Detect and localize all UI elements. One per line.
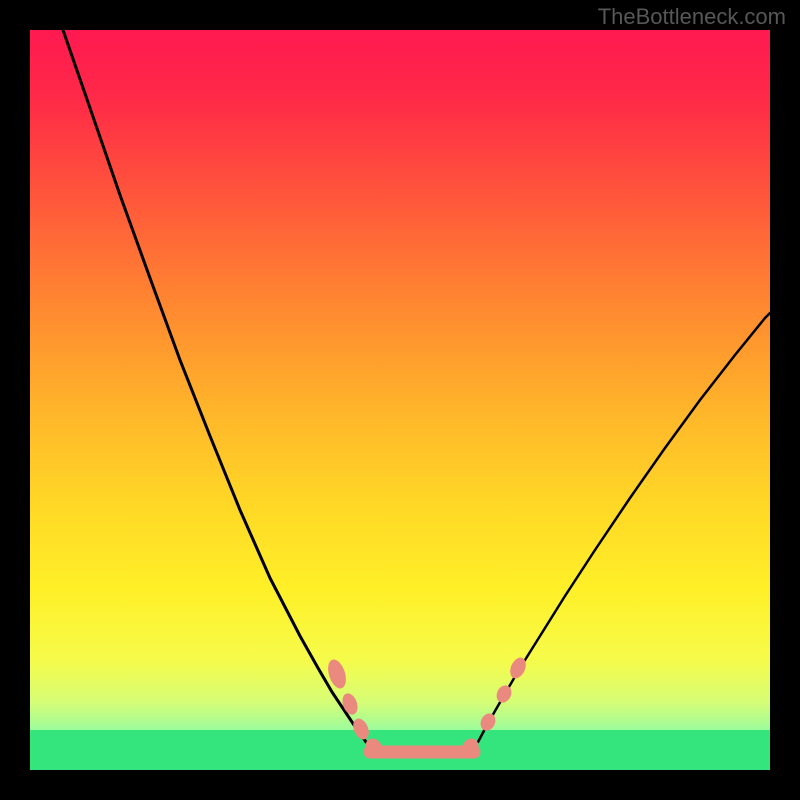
bottleneck-curve-chart	[0, 0, 800, 800]
gradient-background	[30, 30, 770, 730]
chart-root: TheBottleneck.com	[0, 0, 800, 800]
